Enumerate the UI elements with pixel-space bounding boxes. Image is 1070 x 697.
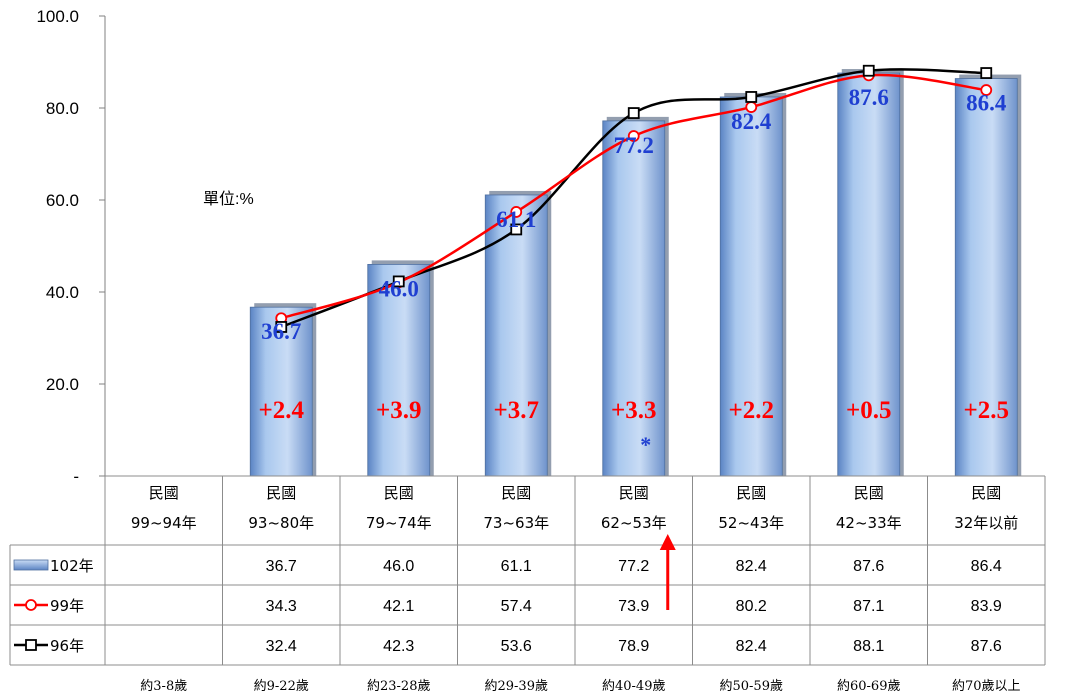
bar-value-label: 46.0: [379, 276, 419, 301]
marker-96年: [745, 91, 758, 103]
age-label: 約70歲以上: [952, 679, 1021, 694]
y-tick-label: 40.0: [46, 283, 79, 302]
category-label-line1: 民國: [736, 484, 766, 502]
bar-value-label: 86.4: [966, 91, 1007, 116]
table-cell: 80.2: [736, 598, 767, 615]
marker-96年: [510, 223, 523, 236]
y-tick-label: 60.0: [46, 191, 79, 210]
table-cell: 34.3: [266, 598, 297, 615]
age-label: 約9-22歲: [254, 679, 309, 694]
unit-label: 單位:%: [203, 190, 254, 208]
category-label-line2: 79~74年: [366, 514, 432, 532]
data-table: 民國99~94年約3-8歲民國93~80年約9-22歲民國79~74年約23-2…: [9, 475, 1046, 694]
bars-layer: [249, 69, 1022, 477]
category-label-line1: 民國: [854, 484, 884, 502]
age-label: 約23-28歲: [367, 679, 430, 694]
table-cell: 82.4: [736, 558, 767, 575]
age-label: 約29-39歲: [485, 679, 548, 694]
change-label: +3.3: [611, 397, 657, 424]
bar-value-label: 61.1: [496, 207, 536, 232]
bar-value-label: 77.2: [614, 133, 654, 158]
category-label-line2: 62~53年: [601, 514, 667, 532]
legend-key-bar: [13, 559, 49, 571]
bar-102: [484, 194, 548, 477]
category-label-line2: 32年以前: [954, 514, 1018, 532]
bar-value-label: 36.7: [261, 319, 301, 344]
bar-102: [602, 120, 666, 477]
table-cell: 87.6: [971, 638, 1002, 655]
change-label: +2.5: [964, 397, 1010, 424]
marker-96年: [627, 107, 640, 119]
table-cell: 53.6: [501, 638, 532, 655]
change-label: +2.2: [729, 397, 775, 424]
bar-value-label: 82.4: [731, 109, 772, 134]
age-label: 約50-59歲: [720, 679, 783, 694]
category-label-line2: 42~33年: [836, 514, 902, 532]
table-cell: 82.4: [736, 638, 767, 655]
table-cell: 78.9: [618, 638, 649, 655]
category-label-line1: 民國: [971, 484, 1001, 502]
legend-label: 102年: [50, 557, 94, 575]
table-cell: 46.0: [383, 558, 414, 575]
category-label-line2: 93~80年: [248, 514, 314, 532]
y-tick-label: 20.0: [46, 375, 79, 394]
category-label-line1: 民國: [266, 484, 296, 502]
table-cell: 42.3: [383, 638, 414, 655]
legend-key-marker: [25, 639, 37, 651]
arrow-head: [659, 534, 676, 550]
table-cell: 83.9: [971, 598, 1002, 615]
y-tick-label: -: [73, 467, 79, 486]
bar-102: [954, 78, 1018, 477]
category-label-line2: 99~94年: [131, 514, 197, 532]
legend-label: 99年: [50, 597, 84, 615]
table-cell: 61.1: [501, 558, 532, 575]
age-label: 約3-8歲: [140, 679, 187, 694]
age-label: 約60-69歲: [837, 679, 900, 694]
category-label-line1: 民國: [384, 484, 414, 502]
table-cell: 87.1: [853, 598, 884, 615]
bar-value-label: 87.6: [849, 85, 889, 110]
y-tick-label: 80.0: [46, 99, 79, 118]
category-label-line1: 民國: [501, 484, 531, 502]
marker-96年: [862, 64, 875, 77]
table-cell: 88.1: [853, 638, 884, 655]
table-cell: 42.1: [383, 598, 414, 615]
legend-key-marker: [25, 599, 37, 611]
change-label: +0.5: [846, 397, 892, 424]
change-label: +3.7: [494, 397, 540, 424]
table-cell: 87.6: [853, 558, 884, 575]
marker-99年: [980, 84, 993, 96]
table-cell: 73.9: [618, 598, 649, 615]
table-cell: 57.4: [501, 598, 532, 615]
bar-102: [719, 96, 783, 477]
marker-96年: [275, 321, 288, 333]
table-cell: 32.4: [266, 638, 297, 655]
y-tick-label: 100.0: [36, 7, 79, 26]
category-label-line1: 民國: [149, 484, 179, 502]
table-cell: 86.4: [971, 558, 1002, 575]
category-label-line2: 52~43年: [718, 514, 784, 532]
table-cell: 36.7: [266, 558, 297, 575]
change-label: +3.9: [376, 397, 422, 424]
lines-layer: [275, 64, 993, 333]
bar-102: [367, 263, 431, 477]
labels-layer: 36.7 46.0 61.1 77.2 82.4 87.6 86.4 +2.4 +3.9 +3.7…: [259, 85, 1010, 457]
category-label-line2: 73~63年: [483, 514, 549, 532]
legend-label: 96年: [50, 637, 84, 655]
category-label-line1: 民國: [619, 484, 649, 502]
table-cell: 77.2: [618, 558, 649, 575]
marker-96年: [392, 275, 405, 288]
marker-96年: [980, 67, 993, 79]
age-label: 約40-49歲: [602, 679, 665, 694]
marker-99年: [627, 130, 640, 142]
bar-102: [249, 306, 313, 477]
asterisk-mark: *: [640, 432, 651, 457]
change-label: +2.4: [259, 397, 305, 424]
marker-99年: [510, 206, 523, 218]
y-axis: - 20.0 40.0 60.0 80.0 100.0: [36, 7, 106, 486]
